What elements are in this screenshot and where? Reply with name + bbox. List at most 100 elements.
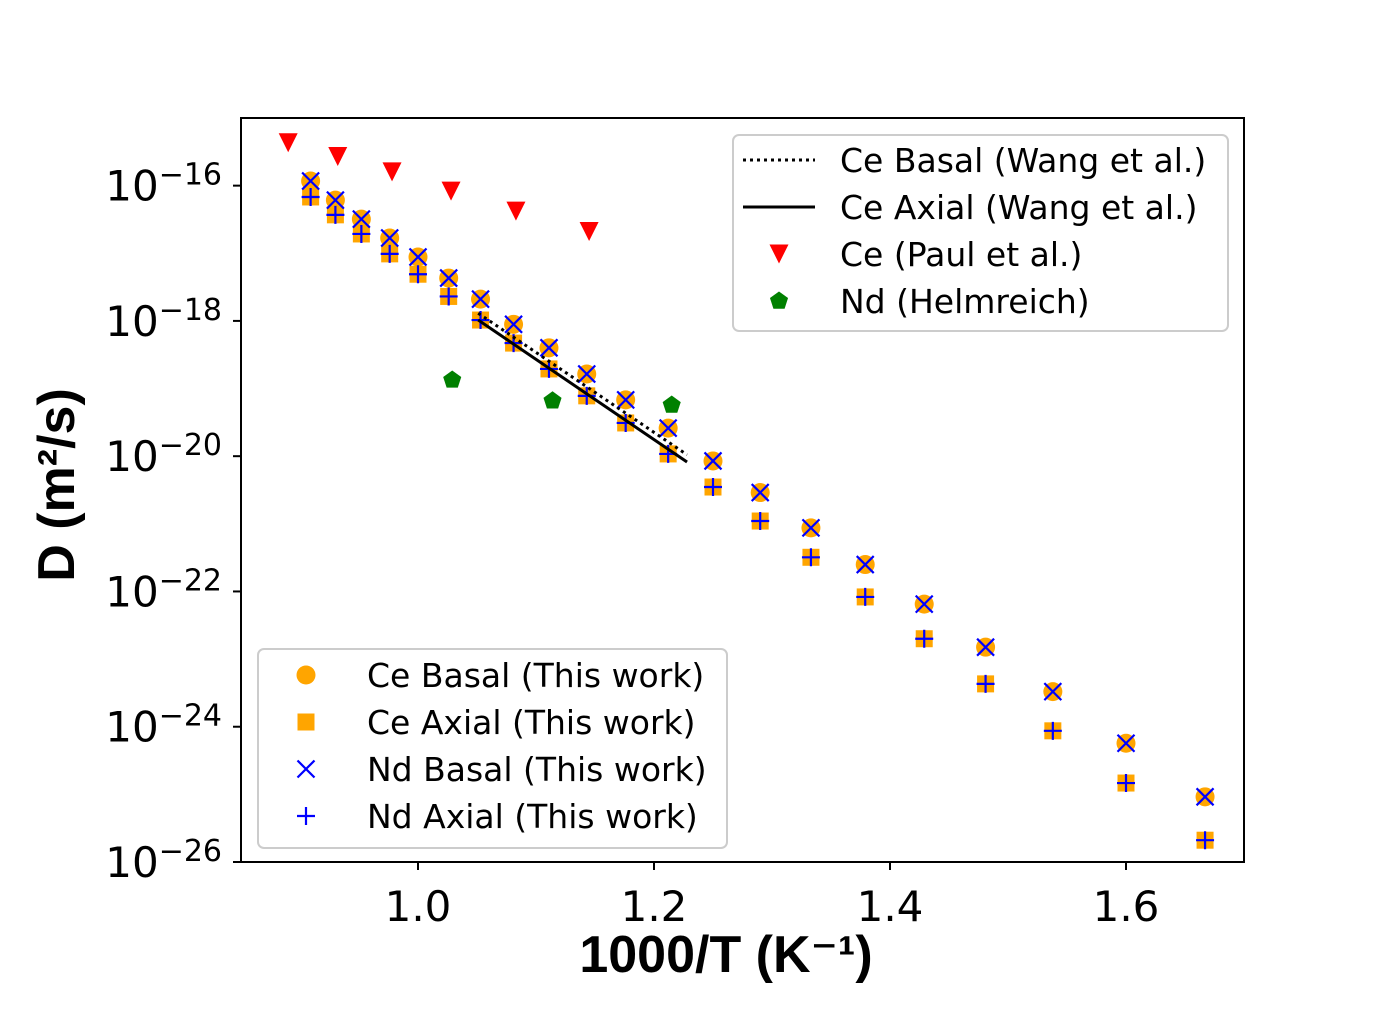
series-nd-basal-this-work (301, 171, 1215, 807)
nd-axial-this-work-point (301, 187, 320, 206)
nd-helmreich-point (662, 395, 681, 413)
y-tick-base: 10 (105, 297, 158, 346)
legend-label: Nd (Helmreich) (840, 282, 1090, 321)
data-layer (278, 133, 1215, 850)
legend-marker-square (297, 713, 315, 731)
y-tick-label: 10−26 (105, 834, 222, 887)
y-tick-exponent: −18 (159, 293, 222, 328)
y-axis-title: D (m²/s) (28, 388, 86, 582)
y-tick-base: 10 (105, 162, 158, 211)
nd-axial-this-work-point (352, 224, 371, 243)
legend-lower-left: Ce Basal (This work) Ce Axial (This work)… (257, 648, 728, 849)
y-tick-label: 10−16 (105, 158, 222, 211)
legend-entry-nd-basal-this-work: Nd Basal (This work) (296, 750, 707, 789)
nd-basal-this-work-point (914, 594, 934, 614)
legend-entry-ce-axial-this-work: Ce Axial (This work) (297, 703, 696, 742)
nd-helmreich-point (443, 370, 462, 388)
legend-entry-nd-helmreich: Nd (Helmreich) (769, 282, 1090, 321)
legend-marker-plus (297, 807, 315, 825)
ce-paul-et-al-point (579, 221, 599, 241)
y-tick-base: 10 (105, 703, 158, 752)
y-tick-label: 10−20 (105, 428, 222, 481)
nd-axial-this-work-point (1196, 831, 1215, 850)
nd-basal-this-work-point (301, 171, 320, 191)
nd-basal-this-work-point (577, 364, 597, 384)
y-tick-exponent: −22 (159, 563, 222, 598)
nd-basal-this-work-point (471, 289, 490, 309)
nd-axial-this-work-point (1043, 721, 1062, 740)
nd-basal-this-work-point (439, 268, 458, 288)
nd-basal-this-work-point (352, 209, 371, 229)
ce-paul-et-al-point (278, 133, 298, 153)
y-tick-label: 10−24 (105, 699, 222, 752)
y-tick-exponent: −24 (159, 699, 222, 734)
legend-marker-x (296, 759, 316, 779)
legend-entry-nd-axial-this-work: Nd Axial (This work) (297, 797, 698, 836)
legend-marker-pentagon (769, 291, 789, 309)
legend-entry-ce-basal-wang-et-al: Ce Basal (Wang et al.) (743, 141, 1206, 180)
nd-basal-this-work-point (1043, 682, 1063, 701)
series-ce-paul-et-al (278, 133, 599, 241)
legend-marker-triangle-down (769, 244, 789, 264)
nd-axial-this-work-point (577, 386, 596, 405)
y-tick-label: 10−22 (105, 563, 222, 616)
nd-basal-this-work-point (855, 555, 875, 574)
nd-axial-this-work-point (801, 548, 820, 567)
y-tick-base: 10 (105, 838, 158, 887)
nd-axial-this-work-point (751, 512, 770, 531)
nd-basal-this-work-point (380, 228, 399, 248)
legend-entry-ce-basal-this-work: Ce Basal (This work) (296, 656, 704, 695)
nd-basal-this-work-point (750, 483, 770, 502)
nd-axial-this-work-point (976, 674, 995, 693)
nd-axial-this-work-point (1117, 774, 1135, 793)
ce-basal-wang-et-al-line (477, 311, 688, 456)
nd-basal-this-work-point (326, 190, 345, 210)
nd-basal-this-work-point (408, 247, 428, 267)
legend-marker-circle (296, 665, 316, 685)
y-tick-base: 10 (105, 432, 158, 481)
ce-paul-et-al-point (441, 181, 461, 201)
series-ce-basal-wang-et-al (477, 311, 688, 456)
legend-label: Ce Axial (Wang et al.) (840, 188, 1197, 227)
y-tick-exponent: −16 (159, 158, 222, 193)
x-axis: 1.0 1.2 1.4 1.6 (385, 862, 1160, 931)
x-tick-label: 1.4 (857, 882, 924, 931)
legend-upper-right: Ce Basal (Wang et al.) Ce Axial (Wang et … (732, 134, 1229, 332)
x-axis-title: 1000/T (K⁻¹) (579, 926, 872, 984)
x-tick-label: 1.0 (385, 882, 452, 931)
y-tick-label: 10−18 (105, 293, 222, 346)
nd-basal-this-work-point (801, 518, 821, 538)
legend-label: Ce Basal (Wang et al.) (840, 141, 1206, 180)
ce-paul-et-al-point (506, 201, 526, 221)
nd-axial-this-work-point (856, 587, 875, 606)
x-tick-label: 1.2 (621, 882, 688, 931)
ce-paul-et-al-point (382, 162, 402, 182)
axes-frame (240, 117, 1245, 863)
nd-axial-this-work-point (326, 205, 345, 224)
nd-basal-this-work-point (976, 637, 995, 657)
nd-basal-this-work-point (658, 418, 678, 438)
y-tick-exponent: −20 (159, 428, 222, 463)
nd-axial-this-work-point (409, 265, 427, 284)
legend-frame (732, 134, 1229, 332)
nd-axial-this-work-point (915, 629, 934, 648)
legend-label: Nd Basal (This work) (367, 750, 707, 789)
nd-basal-this-work-point (1195, 787, 1215, 807)
legend-entry-ce-axial-wang-et-al: Ce Axial (Wang et al.) (743, 188, 1197, 227)
legend-label: Nd Axial (This work) (367, 797, 698, 836)
ce-paul-et-al-point (328, 146, 348, 166)
nd-basal-this-work-point (616, 390, 635, 410)
legends: Ce Basal (Wang et al.) Ce Axial (Wang et … (257, 134, 1229, 849)
nd-basal-this-work-point (539, 338, 559, 358)
series-nd-helmreich (443, 370, 681, 413)
series-ce-axial-wang-et-al (477, 318, 688, 464)
nd-axial-this-work-point (380, 244, 399, 263)
y-tick-base: 10 (105, 567, 158, 616)
legend-frame (257, 648, 728, 849)
x-tick-label: 1.6 (1093, 882, 1160, 931)
nd-basal-this-work-point (504, 315, 523, 334)
y-tick-exponent: −26 (159, 834, 222, 869)
nd-helmreich-point (543, 391, 562, 409)
